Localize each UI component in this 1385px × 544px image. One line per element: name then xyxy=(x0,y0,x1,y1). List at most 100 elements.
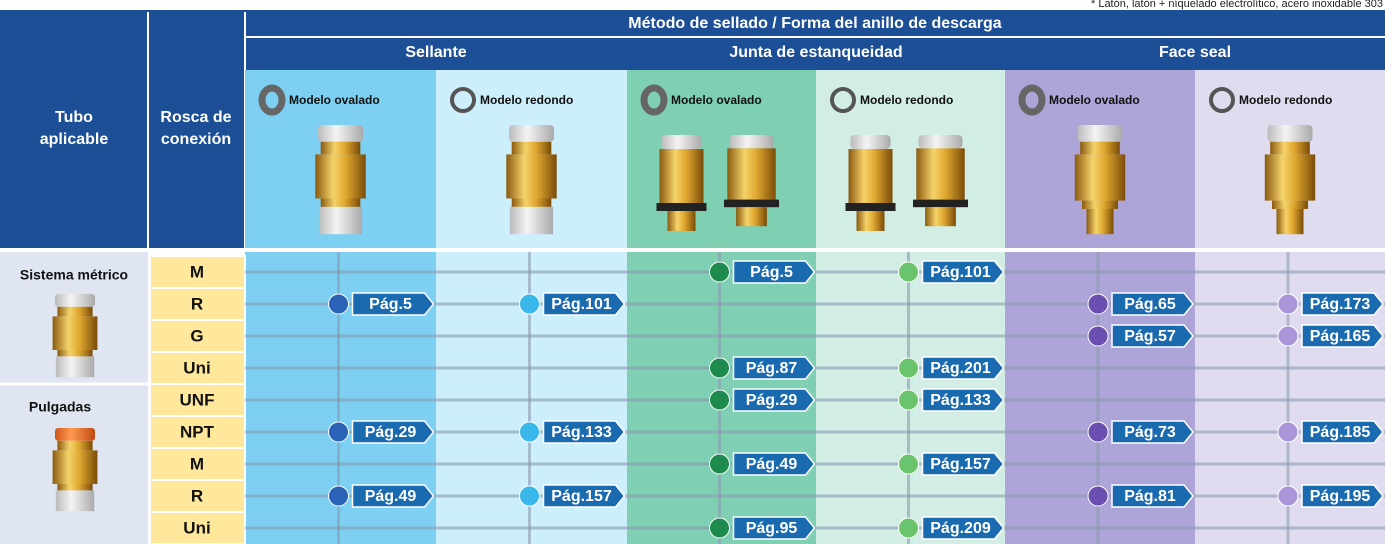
node-dot xyxy=(519,485,540,507)
page-tag xyxy=(351,292,435,316)
thread-label: M xyxy=(190,262,204,281)
thread-label: R xyxy=(191,294,203,313)
node-dot xyxy=(1087,485,1109,507)
node-dot xyxy=(328,421,349,443)
page-ref[interactable]: Pág.101 xyxy=(551,296,612,313)
page-tag xyxy=(921,452,1005,476)
page-ref[interactable]: Pág.133 xyxy=(551,424,612,441)
thread-cell xyxy=(149,351,246,385)
page-tag xyxy=(732,516,816,540)
page-ref[interactable]: Pág.5 xyxy=(750,264,793,281)
thread-cell xyxy=(149,383,246,417)
page-tag xyxy=(921,388,1005,412)
page-tag xyxy=(351,420,435,444)
node-dot xyxy=(1277,293,1299,315)
node-dot xyxy=(328,293,349,315)
page-tag xyxy=(542,420,626,444)
thread-label: UNF xyxy=(180,390,215,409)
node-dot xyxy=(1277,485,1299,507)
system-label: Sistema métrico xyxy=(20,267,128,283)
model-label: Modelo ovalado xyxy=(289,93,380,107)
page-ref[interactable]: Pág.5 xyxy=(369,296,412,313)
page-tag xyxy=(732,388,816,412)
page-ref[interactable]: Pág.133 xyxy=(930,392,991,409)
fitting-image xyxy=(315,125,366,235)
page-tag xyxy=(1301,484,1384,508)
fitting-image xyxy=(52,294,98,378)
thread-label: NPT xyxy=(180,422,215,441)
node-dot xyxy=(1087,293,1109,315)
page-ref[interactable]: Pág.49 xyxy=(746,456,798,473)
node-dot xyxy=(898,453,919,475)
thread-cell xyxy=(149,415,246,449)
page-ref[interactable]: Pág.195 xyxy=(1310,488,1371,505)
page-tag xyxy=(1301,292,1384,316)
page-tag xyxy=(1301,324,1384,348)
node-dot xyxy=(519,421,540,443)
node-dot xyxy=(898,389,919,411)
page-ref[interactable]: Pág.157 xyxy=(930,456,991,473)
page-ref[interactable]: Pág.95 xyxy=(746,520,798,537)
thread-header: Rosca de xyxy=(160,109,231,126)
page-ref[interactable]: Pág.157 xyxy=(551,488,612,505)
page-tag xyxy=(732,452,816,476)
node-dot xyxy=(898,357,919,379)
note: * Latón, latón + níquelado electrolítico… xyxy=(1091,0,1383,10)
fitting-part xyxy=(506,125,557,235)
page-ref[interactable]: Pág.101 xyxy=(930,264,991,281)
group-title: Junta de estanqueidad xyxy=(729,44,902,61)
node-dot xyxy=(328,485,349,507)
page-ref[interactable]: Pág.209 xyxy=(930,520,991,537)
page-ref[interactable]: Pág.173 xyxy=(1310,296,1371,313)
model-label: Modelo ovalado xyxy=(671,93,762,107)
thread-header: conexión xyxy=(161,131,231,148)
page-tag xyxy=(1111,324,1194,348)
page-tag xyxy=(921,516,1005,540)
thread-label: M xyxy=(190,454,204,473)
group-title: Sellante xyxy=(405,44,466,61)
page-ref[interactable]: Pág.201 xyxy=(930,360,991,377)
page-tag xyxy=(921,356,1005,380)
page-ref[interactable]: Pág.49 xyxy=(365,488,417,505)
page-ref[interactable]: Pág.29 xyxy=(746,392,798,409)
ring-icon xyxy=(1018,84,1046,116)
node-dot xyxy=(1277,325,1299,347)
page-ref[interactable]: Pág.165 xyxy=(1310,328,1371,345)
node-dot xyxy=(519,293,540,315)
ring-icon xyxy=(1209,87,1235,113)
ring-icon xyxy=(450,87,476,113)
node-dot xyxy=(709,517,730,539)
thread-cell xyxy=(149,255,246,289)
node-dot xyxy=(709,357,730,379)
thread-label: G xyxy=(190,326,203,345)
page-ref[interactable]: Pág.87 xyxy=(746,360,798,377)
node-dot xyxy=(709,261,730,283)
page-ref[interactable]: Pág.29 xyxy=(365,424,417,441)
model-label: Modelo redondo xyxy=(860,93,953,107)
page-ref[interactable]: Pág.81 xyxy=(1124,488,1176,505)
node-dot xyxy=(709,453,730,475)
page-tag xyxy=(542,484,626,508)
page-tag xyxy=(732,356,816,380)
node-dot xyxy=(709,389,730,411)
ring-icon xyxy=(830,87,856,113)
thread-label: Uni xyxy=(183,358,210,377)
page-tag xyxy=(351,484,435,508)
node-dot xyxy=(898,517,919,539)
page-tag xyxy=(921,260,1005,284)
node-dot xyxy=(898,261,919,283)
page-tag xyxy=(542,292,626,316)
page-tag xyxy=(1111,484,1194,508)
page-ref[interactable]: Pág.65 xyxy=(1124,296,1176,313)
model-label: Modelo redondo xyxy=(480,93,573,107)
page-tag xyxy=(1301,420,1384,444)
page-ref[interactable]: Pág.185 xyxy=(1310,424,1371,441)
page-ref[interactable]: Pág.57 xyxy=(1124,328,1176,345)
fitting-part xyxy=(315,125,366,235)
tube-header: aplicable xyxy=(40,131,109,148)
thread-label: R xyxy=(191,486,203,505)
page-ref[interactable]: Pág.73 xyxy=(1124,424,1176,441)
